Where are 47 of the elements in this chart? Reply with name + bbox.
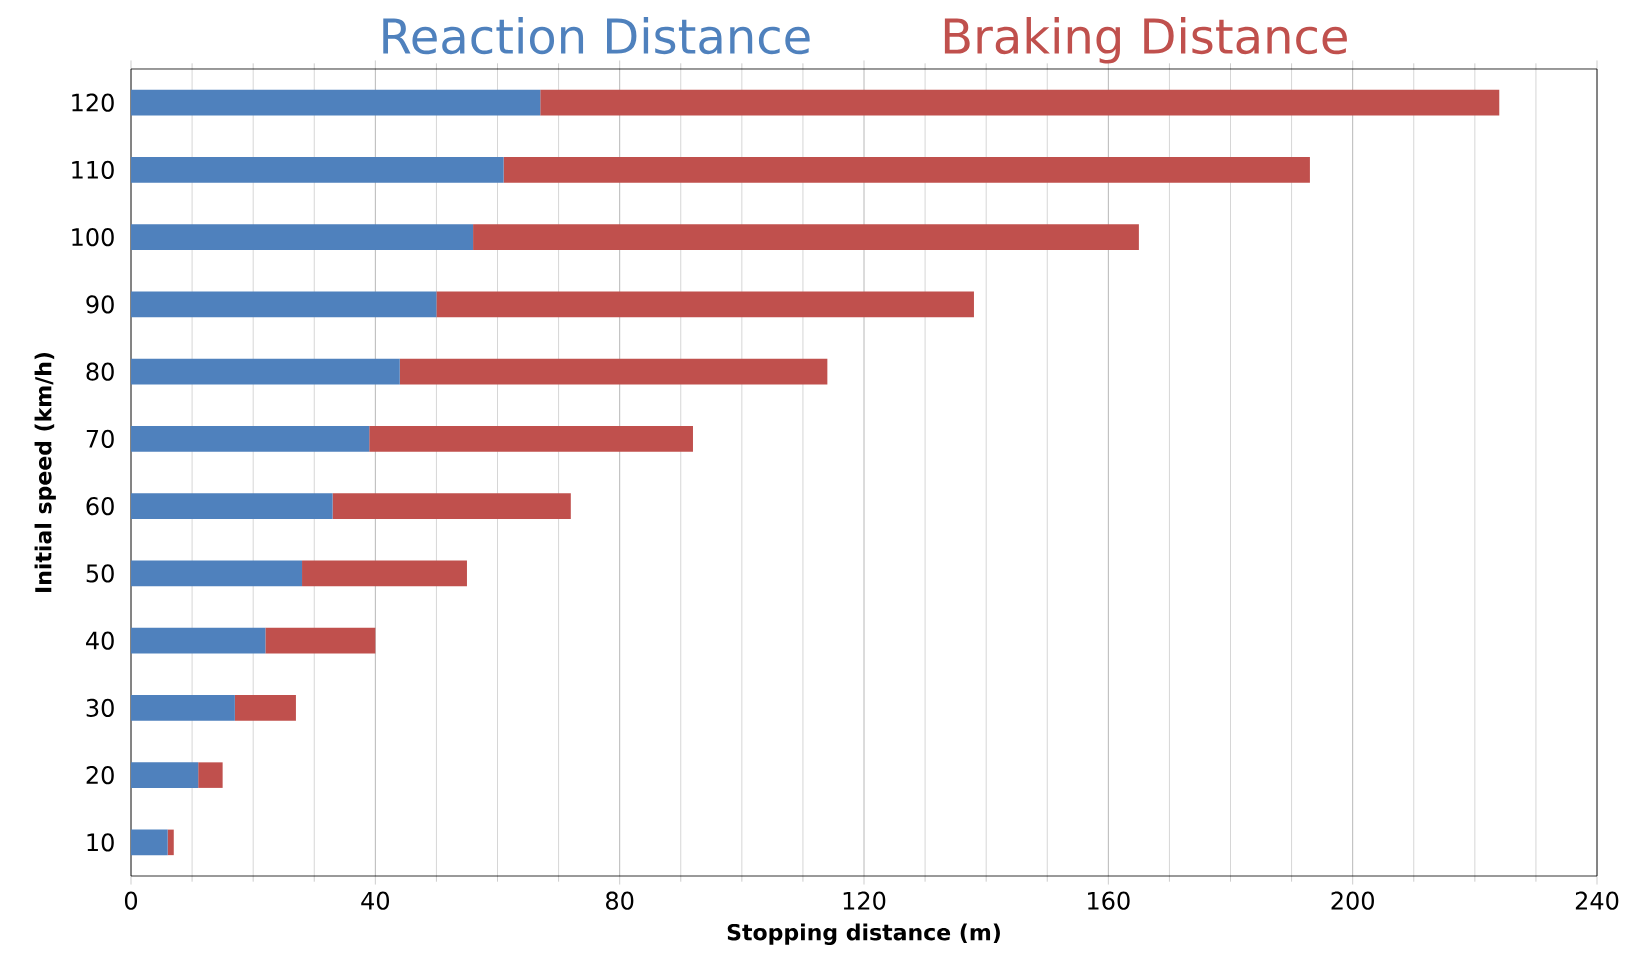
bar (234, 695, 296, 721)
series-label: Reaction Distance (383, 17, 810, 55)
x-tick-label: 240 (1575, 891, 1619, 910)
bar (131, 627, 266, 654)
x-tick-label: 0 (124, 891, 138, 910)
x-tick-label: 40 (361, 891, 390, 910)
y-tick-label: 110 (72, 160, 114, 179)
bar (332, 493, 571, 519)
bar (131, 829, 168, 856)
y-tick-label: 80 (86, 362, 114, 381)
bar (302, 560, 467, 587)
bar (131, 560, 303, 587)
bar (131, 695, 235, 721)
bar (131, 224, 474, 250)
bar (265, 627, 376, 654)
bar (131, 358, 400, 385)
y-tick-label: 60 (86, 497, 114, 516)
y-tick-label: 120 (72, 93, 114, 112)
bar (473, 224, 1139, 250)
bar (167, 829, 174, 856)
bar (131, 426, 370, 452)
bar (131, 157, 504, 183)
y-tick-label: 30 (86, 698, 114, 717)
y-tick-label: 40 (86, 631, 114, 650)
y-tick-label: 100 (72, 228, 114, 247)
bar (131, 89, 541, 116)
y-tick-label: 10 (87, 833, 114, 852)
bar (198, 762, 223, 788)
x-tick-label: 80 (606, 891, 634, 910)
y-tick-label: 50 (86, 564, 114, 583)
y-tick-label: 20 (86, 766, 114, 785)
x-axis-title: Stopping distance (m) (727, 923, 1000, 945)
bar (540, 89, 1500, 116)
bar (131, 291, 437, 318)
bar (399, 358, 828, 385)
y-axis-title: Initial speed (km/h) (34, 352, 56, 592)
y-tick-label: 90 (86, 295, 114, 314)
bar (131, 762, 199, 788)
x-tick-label: 200 (1331, 891, 1374, 910)
bar (369, 426, 693, 452)
bar (131, 493, 333, 519)
series-label: Braking Distance (944, 17, 1347, 64)
x-tick-label: 120 (843, 891, 886, 910)
bar (503, 157, 1310, 183)
bar (436, 291, 974, 318)
x-tick-label: 160 (1088, 891, 1130, 910)
y-tick-label: 70 (86, 429, 114, 448)
